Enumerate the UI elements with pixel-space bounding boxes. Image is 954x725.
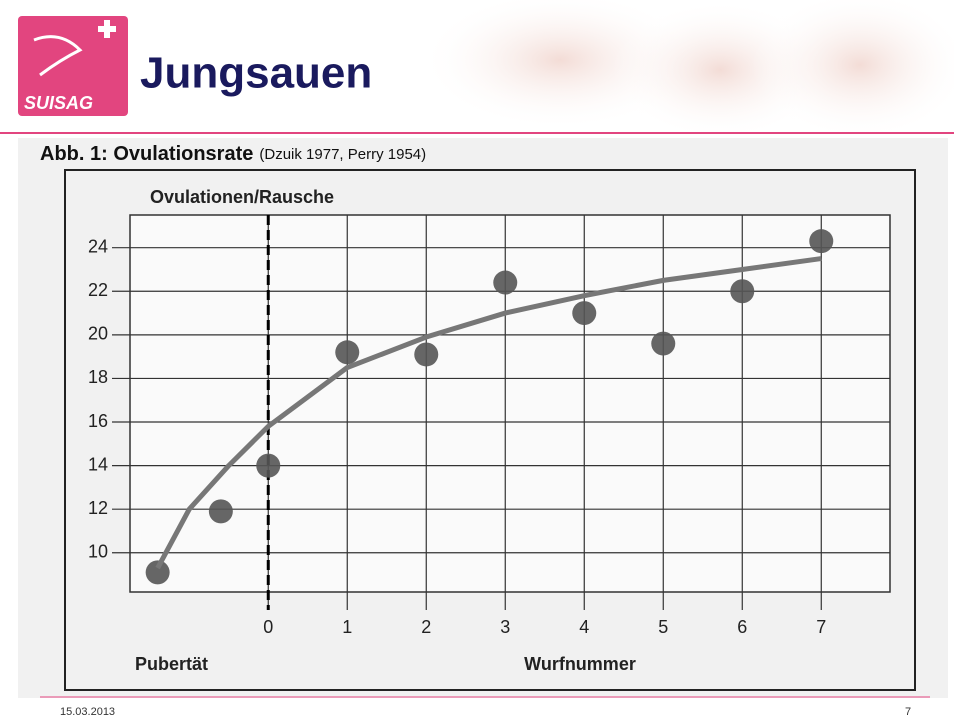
- y-axis-label: Ovulationen/Rausche: [150, 187, 334, 207]
- y-tick-label: 20: [88, 324, 108, 344]
- x-tick-label: 2: [421, 617, 431, 637]
- y-tick-label: 16: [88, 411, 108, 431]
- x-tick-label: 7: [816, 617, 826, 637]
- data-point: [256, 454, 280, 478]
- data-point: [572, 301, 596, 325]
- data-point: [493, 271, 517, 295]
- footer-date: 15.03.2013: [60, 706, 115, 718]
- y-tick-label: 14: [88, 454, 108, 474]
- y-tick-label: 18: [88, 367, 108, 387]
- header-photo: [420, 0, 954, 140]
- page-number: 7: [905, 706, 911, 718]
- logo-text: SUISAG: [24, 93, 93, 113]
- y-tick-label: 24: [88, 236, 108, 256]
- x-axis-label: Wurfnummer: [524, 654, 636, 674]
- annotation: Pubertät: [135, 654, 208, 674]
- x-tick-label: 5: [658, 617, 668, 637]
- y-tick-label: 12: [88, 498, 108, 518]
- x-tick-label: 4: [579, 617, 589, 637]
- data-point: [809, 229, 833, 253]
- chart-title-main: Abb. 1: Ovulationsrate: [40, 143, 253, 165]
- data-point: [730, 279, 754, 303]
- logo: SUISAG: [18, 16, 128, 116]
- y-tick-label: 10: [88, 542, 108, 562]
- slide-title: Jungsauen: [140, 49, 372, 98]
- slide: SUISAG Jungsauen Abb. 1: Ovulationsrate (…: [0, 0, 954, 720]
- chart-title: Abb. 1: Ovulationsrate (Dzuik 1977, Perry…: [40, 143, 426, 165]
- x-tick-label: 6: [737, 617, 747, 637]
- x-tick-label: 1: [342, 617, 352, 637]
- y-tick-label: 22: [88, 280, 108, 300]
- chart-subtitle: (Dzuik 1977, Perry 1954): [259, 146, 426, 163]
- x-tick-label: 3: [500, 617, 510, 637]
- data-point: [335, 340, 359, 364]
- data-point: [651, 332, 675, 356]
- data-point: [414, 342, 438, 366]
- x-tick-label: 0: [263, 617, 273, 637]
- data-point: [209, 499, 233, 523]
